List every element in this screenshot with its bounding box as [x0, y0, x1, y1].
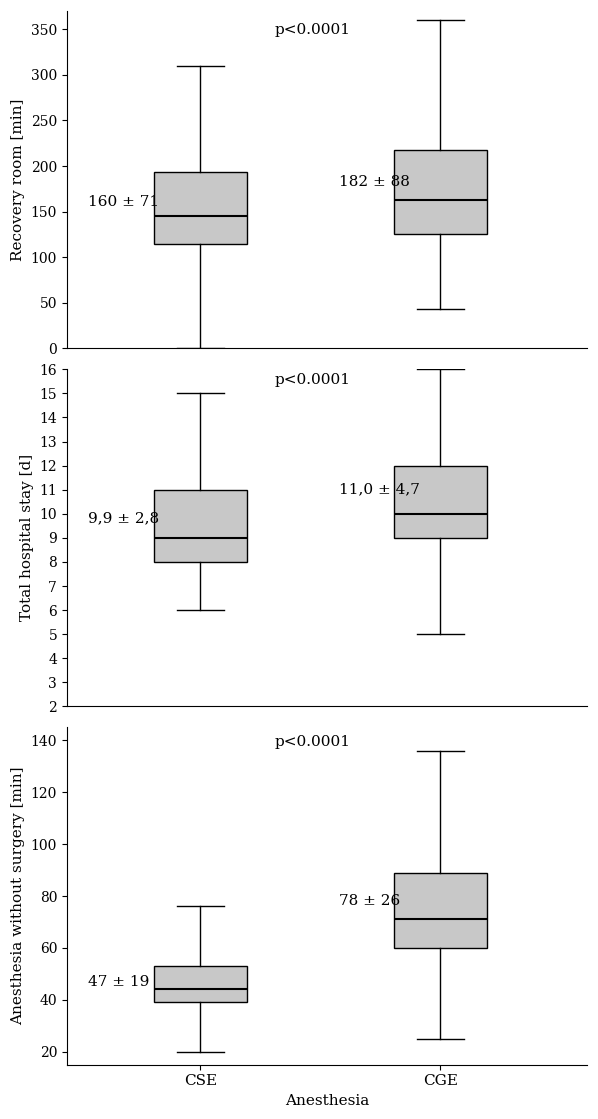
Text: 47 ± 19: 47 ± 19: [89, 975, 150, 988]
Text: 160 ± 71: 160 ± 71: [89, 196, 159, 209]
Text: p<0.0001: p<0.0001: [275, 22, 351, 37]
Y-axis label: Total hospital stay [d]: Total hospital stay [d]: [20, 454, 34, 621]
Text: 11,0 ± 4,7: 11,0 ± 4,7: [339, 482, 420, 497]
Text: 78 ± 26: 78 ± 26: [339, 894, 400, 909]
X-axis label: Anesthesia: Anesthesia: [285, 1094, 369, 1108]
PathPatch shape: [393, 466, 487, 538]
PathPatch shape: [154, 172, 247, 244]
PathPatch shape: [393, 873, 487, 948]
Y-axis label: Recovery room [min]: Recovery room [min]: [11, 98, 25, 261]
PathPatch shape: [154, 490, 247, 562]
PathPatch shape: [393, 150, 487, 234]
PathPatch shape: [154, 966, 247, 1003]
Text: p<0.0001: p<0.0001: [275, 734, 351, 749]
Y-axis label: Anesthesia without surgery [min]: Anesthesia without surgery [min]: [11, 767, 25, 1025]
Text: p<0.0001: p<0.0001: [275, 373, 351, 387]
Text: 182 ± 88: 182 ± 88: [339, 176, 410, 189]
Text: 9,9 ± 2,8: 9,9 ± 2,8: [89, 511, 159, 526]
